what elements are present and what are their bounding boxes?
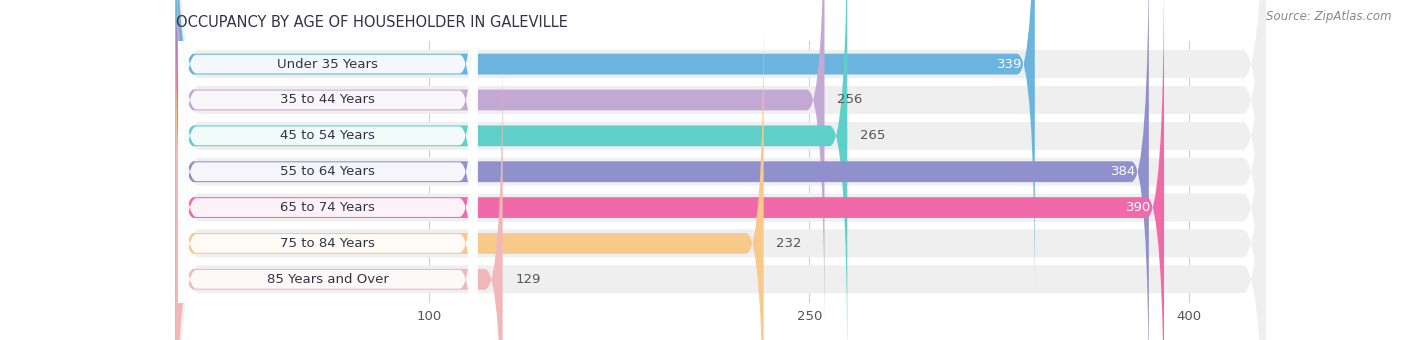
FancyBboxPatch shape	[179, 0, 477, 340]
Text: 35 to 44 Years: 35 to 44 Years	[280, 94, 375, 106]
Text: 129: 129	[516, 273, 541, 286]
Text: Under 35 Years: Under 35 Years	[277, 57, 378, 71]
Text: 256: 256	[837, 94, 862, 106]
Text: 339: 339	[997, 57, 1022, 71]
FancyBboxPatch shape	[176, 0, 1265, 340]
FancyBboxPatch shape	[176, 39, 503, 340]
Text: 232: 232	[776, 237, 801, 250]
Text: 45 to 54 Years: 45 to 54 Years	[280, 129, 375, 142]
FancyBboxPatch shape	[176, 0, 1265, 340]
FancyBboxPatch shape	[176, 0, 1265, 340]
FancyBboxPatch shape	[176, 0, 1265, 340]
Text: 55 to 64 Years: 55 to 64 Years	[280, 165, 375, 178]
FancyBboxPatch shape	[176, 0, 1035, 305]
FancyBboxPatch shape	[176, 3, 763, 340]
FancyBboxPatch shape	[176, 0, 848, 340]
Text: OCCUPANCY BY AGE OF HOUSEHOLDER IN GALEVILLE: OCCUPANCY BY AGE OF HOUSEHOLDER IN GALEV…	[176, 15, 568, 30]
Text: 65 to 74 Years: 65 to 74 Years	[280, 201, 375, 214]
FancyBboxPatch shape	[179, 0, 477, 340]
Text: 390: 390	[1126, 201, 1152, 214]
Text: 75 to 84 Years: 75 to 84 Years	[280, 237, 375, 250]
FancyBboxPatch shape	[176, 0, 1265, 340]
FancyBboxPatch shape	[176, 0, 1265, 340]
FancyBboxPatch shape	[176, 0, 824, 340]
Text: 85 Years and Over: 85 Years and Over	[267, 273, 388, 286]
FancyBboxPatch shape	[176, 0, 1265, 340]
Text: 384: 384	[1111, 165, 1136, 178]
FancyBboxPatch shape	[179, 0, 477, 306]
FancyBboxPatch shape	[179, 0, 477, 340]
Text: Source: ZipAtlas.com: Source: ZipAtlas.com	[1267, 10, 1392, 23]
FancyBboxPatch shape	[176, 0, 1164, 340]
FancyBboxPatch shape	[176, 0, 1149, 340]
FancyBboxPatch shape	[179, 0, 477, 340]
Text: 265: 265	[860, 129, 886, 142]
FancyBboxPatch shape	[179, 2, 477, 340]
FancyBboxPatch shape	[179, 38, 477, 340]
